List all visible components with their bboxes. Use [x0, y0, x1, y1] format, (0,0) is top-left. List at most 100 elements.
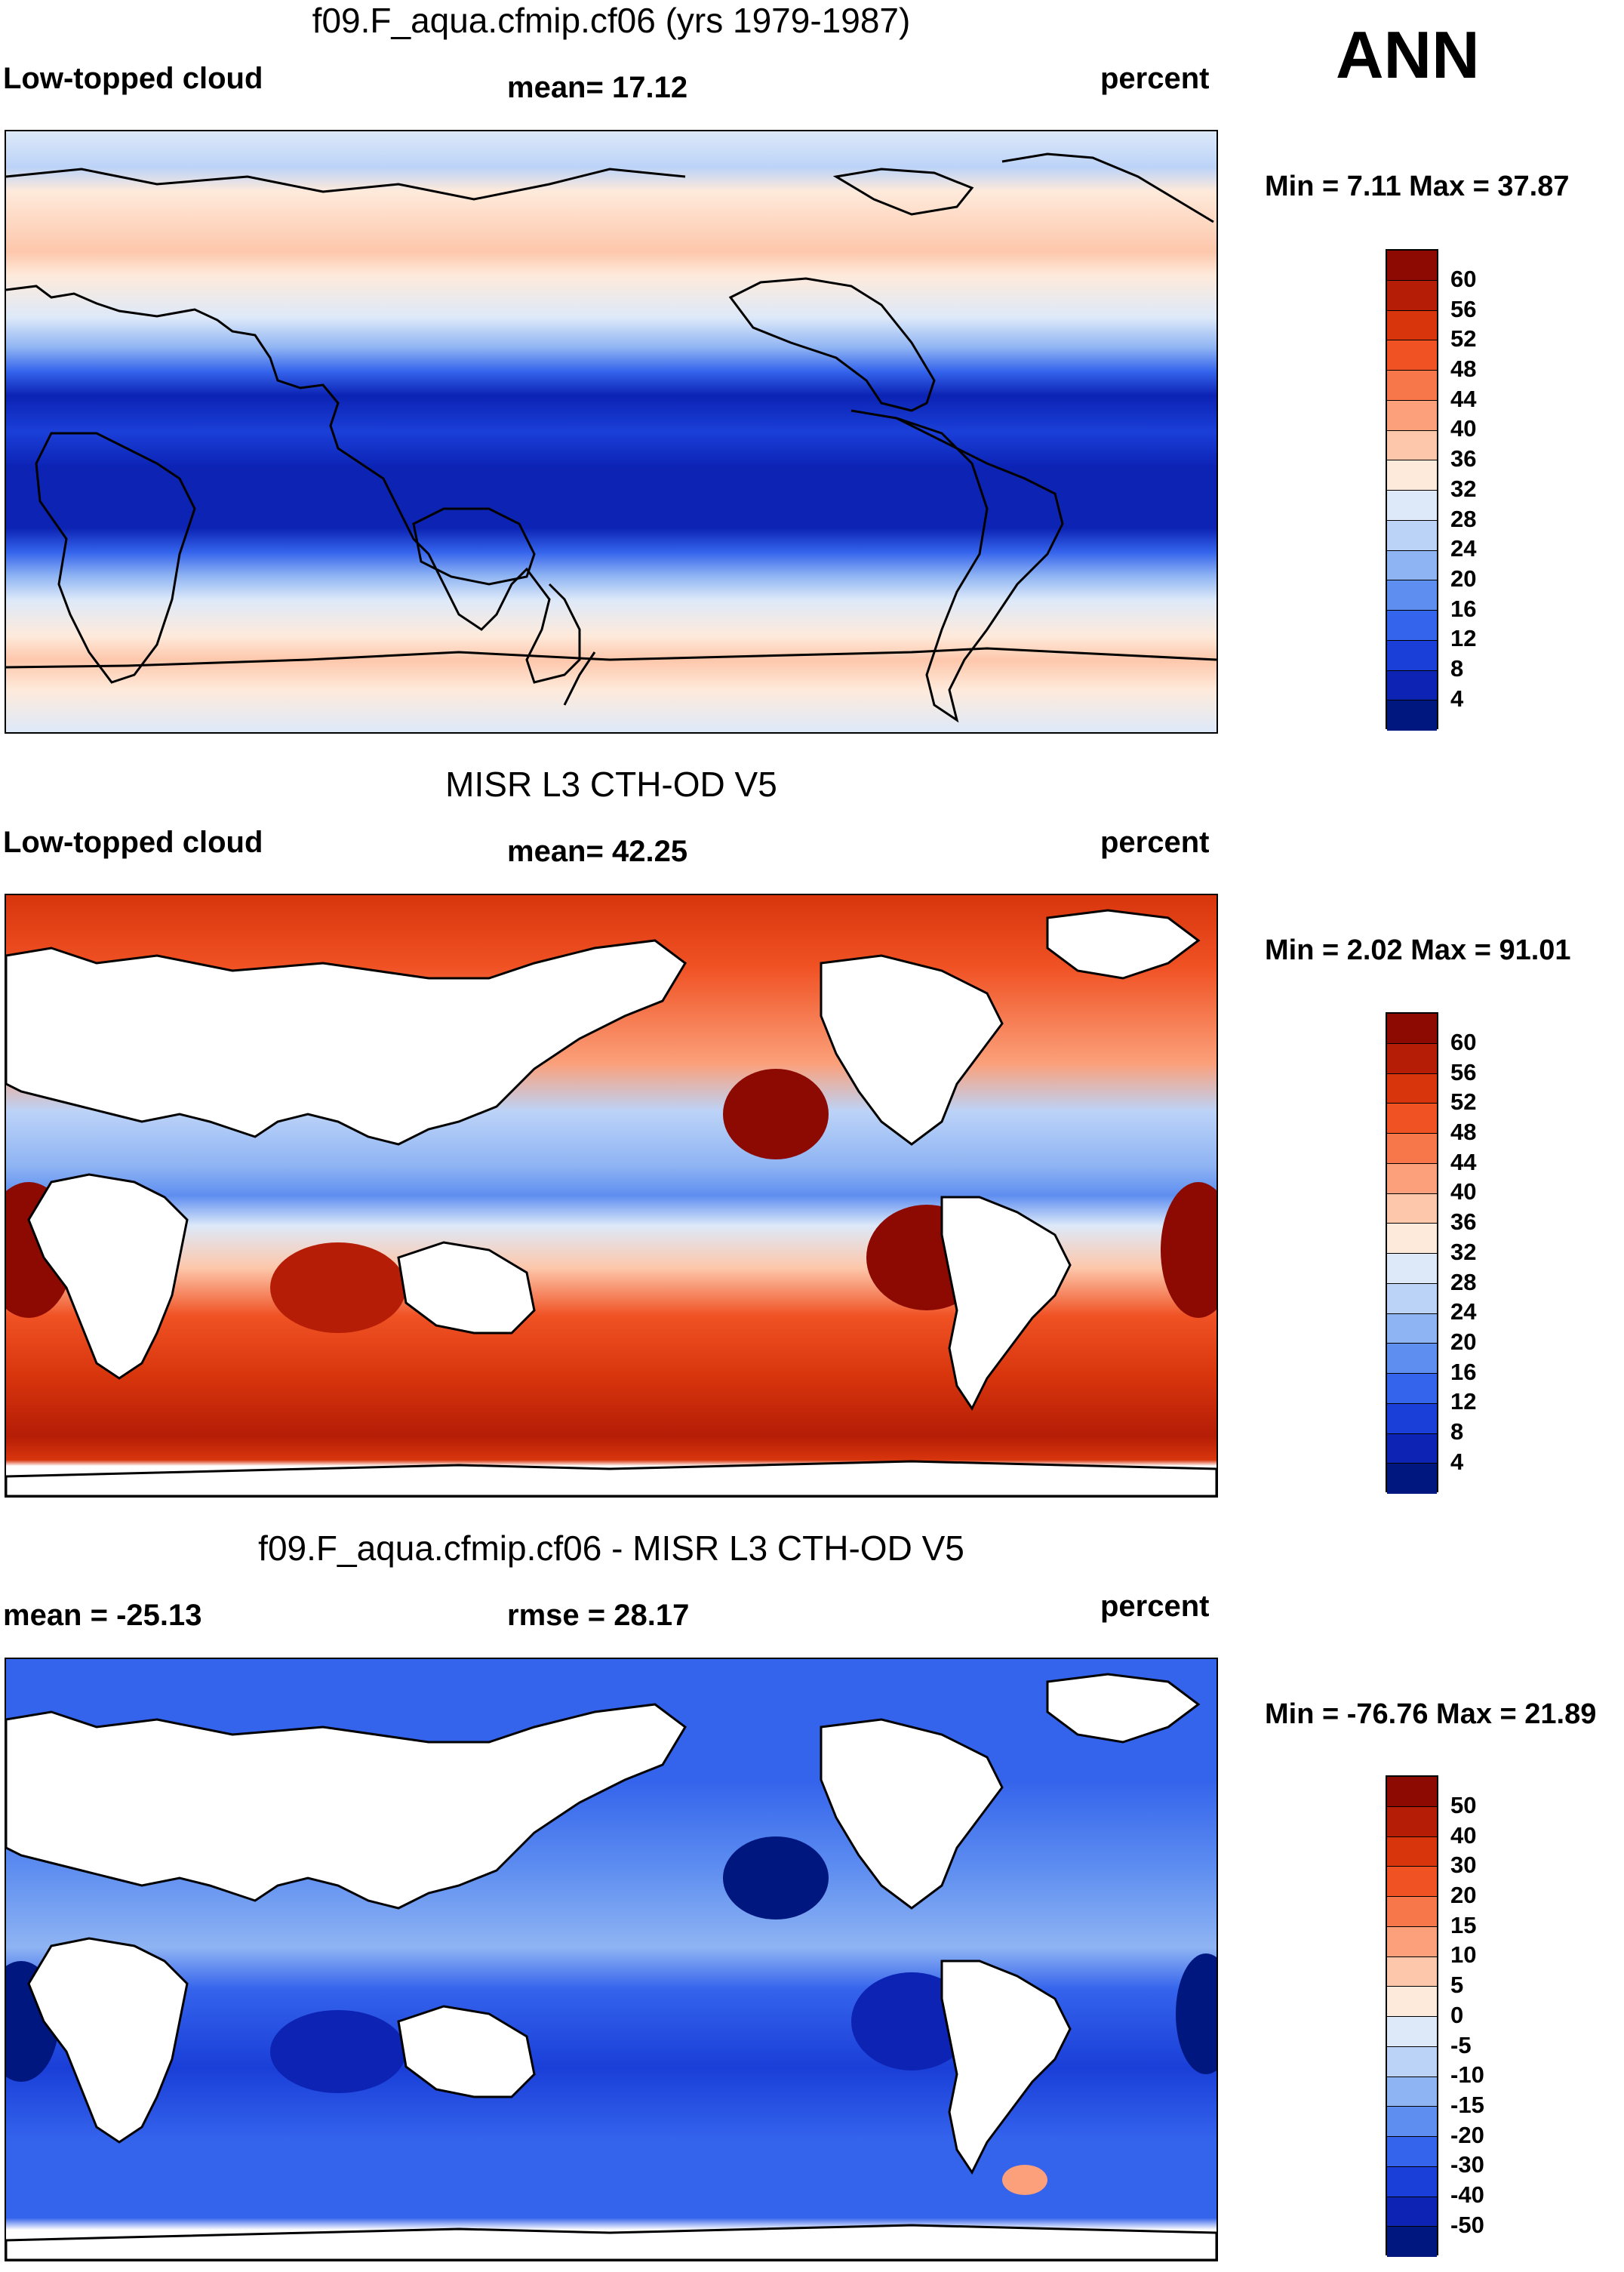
panel1-cbar-tick: 24 [1450, 535, 1477, 562]
panel2-cbar-tick: 4 [1450, 1448, 1464, 1475]
panel1-minmax: Min = 7.11 Max = 37.87 [1265, 171, 1570, 202]
panel1-cbar-tick: 44 [1450, 386, 1477, 412]
panel1-title: f09.F_aqua.cfmip.cf06 (yrs 1979-1987) [312, 1, 911, 40]
panel2-map-svg [6, 895, 1216, 1496]
panel1-cbar-swatch [1387, 491, 1437, 521]
panel2-cbar-swatch [1387, 1313, 1437, 1344]
panel2-cbar-swatch [1387, 1344, 1437, 1374]
panel1-cbar-tick: 4 [1450, 685, 1464, 712]
panel3-cbar-tick: -20 [1450, 2122, 1484, 2148]
panel1-left-label: Low-topped cloud [3, 62, 263, 95]
panel1-map-svg [6, 131, 1216, 732]
panel3-colorbar [1386, 1775, 1438, 2257]
panel3-cbar-tick: -50 [1450, 2212, 1484, 2238]
panel3-cbar-tick: 0 [1450, 2002, 1464, 2028]
panel2-cbar-swatch [1387, 1134, 1437, 1164]
panel2-cbar-tick: 8 [1450, 1418, 1464, 1445]
panel3-ne-pacific-min [723, 1836, 829, 1920]
panel2-cbar-swatch [1387, 1224, 1437, 1254]
panel1-cbar-tick: 20 [1450, 565, 1477, 592]
panel3-se-atlantic-min-2 [1176, 1953, 1216, 2074]
panel2-cbar-tick: 12 [1450, 1388, 1477, 1415]
panel1-cbar-tick: 32 [1450, 476, 1477, 502]
panel3-cbar-tick: 10 [1450, 1941, 1477, 1968]
panel2-cbar-swatch [1387, 1163, 1437, 1194]
panel1-cbar-swatch [1387, 670, 1437, 701]
panel3-cbar-swatch [1387, 2046, 1437, 2077]
panel3-land [6, 1673, 1216, 2260]
panel1-cbar-tick: 56 [1450, 296, 1477, 322]
panel3-cbar-swatch [1387, 1897, 1437, 1927]
panel3-cbar-tick: -30 [1450, 2151, 1484, 2178]
panel3-title: f09.F_aqua.cfmip.cf06 - MISR L3 CTH-OD V… [258, 1529, 964, 1568]
panel1-cbar-swatch [1387, 550, 1437, 581]
panel1-map [5, 130, 1218, 734]
panel2-cbar-tick: 60 [1450, 1029, 1477, 1055]
panel1-cbar-swatch [1387, 430, 1437, 461]
panel2-cbar-swatch [1387, 1254, 1437, 1284]
panel2-cbar-swatch [1387, 1014, 1437, 1044]
panel1-cbar-swatch [1387, 371, 1437, 401]
panel1-units-label: percent [1100, 62, 1210, 95]
panel3-cbar-swatch [1387, 2077, 1437, 2107]
panel2-cbar-tick: 40 [1450, 1178, 1477, 1205]
season-label: ANN [1336, 17, 1480, 92]
panel1-cbar-tick: 8 [1450, 655, 1464, 682]
panel2-indian-max [270, 1242, 406, 1333]
panel2-map [5, 894, 1218, 1498]
panel1-field [6, 131, 1216, 732]
panel2-left-label: Low-topped cloud [3, 826, 263, 859]
panel2-minmax: Min = 2.02 Max = 91.01 [1265, 934, 1571, 966]
panel3-cbar-swatch [1387, 1987, 1437, 2017]
panel3-cbar-tick: 40 [1450, 1822, 1477, 1849]
panel1-cbar-tick: 36 [1450, 445, 1477, 472]
panel3-cbar-swatch [1387, 1777, 1437, 1807]
panel2-cbar-swatch [1387, 1433, 1437, 1464]
panel2-cbar-tick: 36 [1450, 1208, 1477, 1235]
panel3-cbar-swatch [1387, 1926, 1437, 1957]
panel3-rmse-label: rmse = 28.17 [507, 1599, 690, 1632]
panel1-cbar-swatch [1387, 340, 1437, 371]
panel1-cbar-tick: 40 [1450, 415, 1477, 442]
panel1-cbar-swatch [1387, 310, 1437, 341]
panel3-cbar-swatch [1387, 1806, 1437, 1837]
panel2-cbar-swatch [1387, 1193, 1437, 1224]
panel3-cbar-swatch [1387, 2107, 1437, 2137]
panel1-cbar-swatch [1387, 400, 1437, 431]
panel1-cbar-swatch [1387, 251, 1437, 281]
panel2-cbar-tick: 56 [1450, 1059, 1477, 1085]
panel1-cbar-swatch [1387, 611, 1437, 641]
panel1-cbar-tick: 60 [1450, 266, 1477, 292]
panel3-cbar-swatch [1387, 2227, 1437, 2257]
panel1-mean-label: mean= 17.12 [507, 71, 688, 104]
panel3-cbar-tick: 50 [1450, 1792, 1477, 1818]
panel3-cbar-swatch [1387, 1836, 1437, 1867]
panel2-cbar-swatch [1387, 1403, 1437, 1434]
panel1-cbar-swatch [1387, 640, 1437, 671]
panel3-indian-min [270, 2010, 406, 2093]
panel1-colorbar [1386, 249, 1438, 731]
panel3-cbar-tick: 15 [1450, 1912, 1477, 1938]
panel3-minmax: Min = -76.76 Max = 21.89 [1265, 1698, 1597, 1730]
panel2-cbar-swatch [1387, 1464, 1437, 1494]
panel1-cbar-swatch [1387, 580, 1437, 611]
panel2-cbar-swatch [1387, 1073, 1437, 1104]
panel1-cbar-tick: 16 [1450, 596, 1477, 622]
panel1-cbar-swatch [1387, 520, 1437, 551]
panel3-cbar-swatch [1387, 1956, 1437, 1987]
panel2-se-atlantic-max-2 [1161, 1182, 1216, 1318]
panel3-cbar-tick: -10 [1450, 2061, 1484, 2088]
panel2-cbar-tick: 28 [1450, 1269, 1477, 1295]
panel3-map-svg [6, 1659, 1216, 2260]
panel2-cbar-swatch [1387, 1374, 1437, 1404]
panel3-units-label: percent [1100, 1590, 1210, 1623]
panel1-cbar-tick: 28 [1450, 506, 1477, 532]
panel2-cbar-tick: 24 [1450, 1298, 1477, 1325]
panel3-cbar-tick: 30 [1450, 1852, 1477, 1878]
panel2-cbar-tick: 48 [1450, 1119, 1477, 1145]
panel2-cbar-swatch [1387, 1104, 1437, 1134]
panel1-cbar-swatch [1387, 280, 1437, 311]
panel1-cbar-tick: 48 [1450, 356, 1477, 382]
panel3-cbar-swatch [1387, 2166, 1437, 2197]
panel2-cbar-tick: 44 [1450, 1149, 1477, 1175]
